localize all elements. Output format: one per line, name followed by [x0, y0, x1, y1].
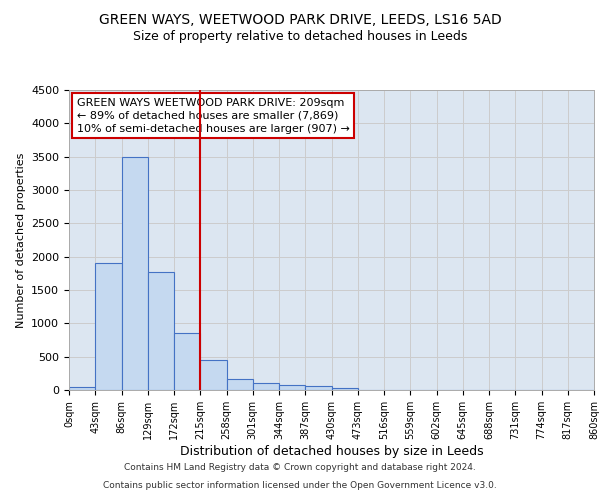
Text: Contains public sector information licensed under the Open Government Licence v3: Contains public sector information licen… [103, 481, 497, 490]
X-axis label: Distribution of detached houses by size in Leeds: Distribution of detached houses by size … [179, 444, 484, 458]
Bar [69, 386, 95, 390]
Bar [148, 272, 174, 390]
Bar [174, 334, 200, 390]
Y-axis label: Number of detached properties: Number of detached properties [16, 152, 26, 328]
Bar [227, 380, 253, 390]
Bar [279, 386, 305, 390]
Text: Size of property relative to detached houses in Leeds: Size of property relative to detached ho… [133, 30, 467, 43]
Text: Contains HM Land Registry data © Crown copyright and database right 2024.: Contains HM Land Registry data © Crown c… [124, 464, 476, 472]
Text: GREEN WAYS WEETWOOD PARK DRIVE: 209sqm
← 89% of detached houses are smaller (7,8: GREEN WAYS WEETWOOD PARK DRIVE: 209sqm ←… [77, 98, 350, 134]
Bar [95, 264, 121, 390]
Bar [121, 156, 148, 390]
Bar [200, 360, 227, 390]
Bar [253, 384, 279, 390]
Text: GREEN WAYS, WEETWOOD PARK DRIVE, LEEDS, LS16 5AD: GREEN WAYS, WEETWOOD PARK DRIVE, LEEDS, … [98, 12, 502, 26]
Bar [331, 388, 358, 390]
Bar [305, 386, 331, 390]
